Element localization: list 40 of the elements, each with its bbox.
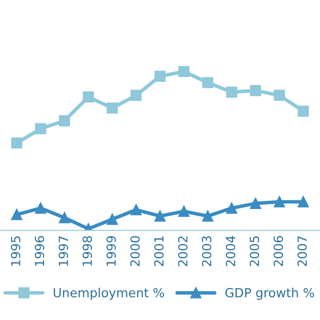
point <box>250 85 262 96</box>
legend-label: Unemployment % <box>54 288 164 300</box>
point <box>35 123 46 134</box>
point <box>11 208 22 220</box>
point <box>202 77 214 88</box>
point <box>35 202 46 214</box>
x-tick-label: 2006 <box>274 236 284 266</box>
x-tick-label: 1999 <box>106 236 116 266</box>
point <box>274 196 285 208</box>
x-tick-label: 1996 <box>34 236 44 266</box>
x-tick-label: 2005 <box>250 236 260 266</box>
point <box>106 102 118 114</box>
x-tick-label: 2000 <box>130 236 140 266</box>
x-tick-label: 2003 <box>202 236 212 266</box>
point <box>11 137 22 149</box>
point <box>58 212 70 224</box>
point <box>298 196 309 208</box>
point <box>298 106 309 117</box>
point <box>274 90 285 101</box>
x-tick-label: 2007 <box>297 236 307 266</box>
point <box>226 202 238 214</box>
point <box>226 86 238 98</box>
point <box>250 198 262 209</box>
x-tick-label: 2001 <box>154 236 164 266</box>
x-tick-label: 1997 <box>58 236 68 266</box>
point <box>154 210 166 222</box>
point <box>130 90 142 101</box>
point <box>202 210 214 222</box>
point <box>58 115 70 126</box>
legend-label: GDP growth % <box>225 288 314 300</box>
point <box>178 206 190 217</box>
x-tick-label: 1995 <box>10 236 20 266</box>
x-tick-label: 2004 <box>226 236 236 266</box>
point <box>106 214 118 225</box>
point <box>154 70 166 82</box>
point <box>82 91 94 102</box>
x-tick-label: 2002 <box>178 236 188 266</box>
point <box>130 204 142 216</box>
point <box>178 66 190 78</box>
x-tick-label: 1998 <box>82 236 92 266</box>
